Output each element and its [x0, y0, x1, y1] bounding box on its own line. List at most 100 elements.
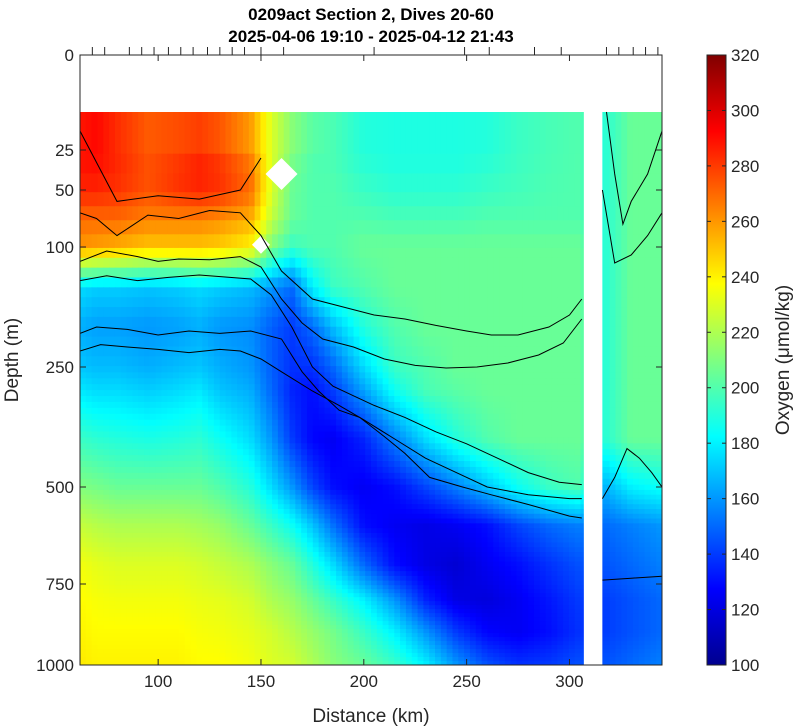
- heatmap-cell: [627, 437, 634, 444]
- heatmap-cell: [563, 518, 570, 524]
- heatmap-cell: [621, 532, 628, 539]
- heatmap-cell: [446, 513, 454, 520]
- heatmap-cell: [248, 425, 256, 433]
- heatmap-cell: [475, 455, 483, 462]
- heatmap-cell: [533, 449, 541, 456]
- heatmap-cell: [237, 437, 244, 444]
- heatmap-cell: [644, 528, 651, 534]
- heatmap-cell: [237, 206, 244, 221]
- heatmap-cell: [318, 431, 326, 439]
- heatmap-cell: [423, 407, 430, 415]
- heatmap-cell: [656, 153, 662, 174]
- heatmap-cell: [446, 267, 454, 279]
- heatmap-cell: [330, 443, 337, 450]
- heatmap-cell: [336, 407, 343, 415]
- heatmap-cell: [568, 504, 576, 510]
- heatmap-cell: [615, 407, 622, 415]
- heatmap-cell: [504, 509, 512, 515]
- heatmap-cell: [330, 316, 337, 328]
- heatmap-cell: [219, 509, 227, 515]
- heatmap-cell: [435, 390, 442, 397]
- heatmap-cell: [522, 257, 529, 269]
- heatmap-cell: [603, 407, 611, 415]
- heatmap-cell: [400, 326, 407, 338]
- heatmap-cell: [580, 220, 587, 235]
- heatmap-cell: [376, 384, 384, 391]
- heatmap-cell: [248, 466, 256, 474]
- heatmap-cell: [568, 257, 576, 269]
- heatmap-cell: [539, 528, 547, 534]
- heatmap-cell: [126, 336, 133, 348]
- heatmap-cell: [196, 494, 203, 501]
- heatmap-cell: [178, 356, 186, 367]
- heatmap-cell: [260, 257, 267, 269]
- heatmap-cell: [603, 532, 611, 539]
- heatmap-cell: [266, 437, 273, 444]
- heatmap-cell: [539, 466, 547, 474]
- heatmap-cell: [563, 396, 570, 403]
- heatmap-cell: [481, 287, 488, 298]
- heatmap-cell: [80, 267, 87, 279]
- heatmap-cell: [295, 455, 302, 462]
- heatmap-cell: [167, 472, 174, 480]
- heatmap-cell: [499, 366, 506, 373]
- heatmap-cell: [295, 234, 302, 249]
- heatmap-cell: [580, 419, 587, 427]
- heatmap-cell: [80, 384, 87, 391]
- heatmap-cell: [231, 206, 238, 221]
- heatmap-cell: [173, 437, 180, 444]
- heatmap-cell: [202, 532, 209, 539]
- heatmap-cell: [574, 234, 582, 249]
- heatmap-cell: [632, 401, 640, 409]
- heatmap-cell: [388, 413, 395, 421]
- heatmap-cell: [644, 425, 651, 433]
- heatmap-cell: [91, 366, 99, 373]
- heatmap-cell: [190, 504, 197, 510]
- heatmap-cell: [510, 532, 518, 539]
- heatmap-cell: [609, 307, 617, 318]
- heatmap-cell: [615, 326, 622, 338]
- heatmap-cell: [528, 336, 535, 348]
- heatmap-cell: [516, 316, 523, 328]
- heatmap-cell: [173, 384, 180, 391]
- heatmap-cell: [254, 528, 262, 534]
- heatmap-cell: [219, 407, 227, 415]
- heatmap-cell: [551, 112, 558, 155]
- heatmap-cell: [568, 366, 576, 373]
- heatmap-cell: [644, 499, 651, 505]
- heatmap-cell: [324, 528, 331, 534]
- heatmap-cell: [510, 206, 518, 221]
- heatmap-cell: [178, 437, 186, 444]
- heatmap-cell: [167, 297, 174, 308]
- heatmap-cell: [80, 437, 87, 444]
- heatmap-cell: [324, 384, 331, 391]
- heatmap-cell: [528, 528, 535, 534]
- heatmap-cell: [289, 532, 296, 539]
- heatmap-cell: [371, 366, 378, 373]
- heatmap-cell: [341, 528, 349, 534]
- heatmap-cell: [289, 112, 296, 155]
- heatmap-cell: [487, 346, 494, 357]
- heatmap-cell: [295, 401, 302, 409]
- heatmap-cell: [615, 316, 622, 328]
- heatmap-cell: [656, 489, 662, 496]
- heatmap-cell: [539, 267, 547, 279]
- heatmap-cell: [237, 346, 244, 357]
- heatmap-cell: [574, 378, 582, 385]
- heatmap-cell: [458, 372, 465, 379]
- heatmap-cell: [353, 206, 360, 221]
- heatmap-cell: [173, 461, 180, 468]
- heatmap-cell: [376, 431, 384, 439]
- heatmap-cell: [208, 307, 215, 318]
- heatmap-cell: [388, 523, 395, 529]
- heatmap-cell: [615, 112, 622, 155]
- heatmap-cell: [85, 307, 93, 318]
- heatmap-cell: [371, 407, 378, 415]
- heatmap-cell: [423, 478, 430, 486]
- heatmap-cell: [423, 461, 430, 468]
- heatmap-cell: [155, 206, 163, 221]
- heatmap-cell: [644, 466, 651, 474]
- heatmap-cell: [609, 346, 617, 357]
- heatmap-cell: [469, 277, 477, 288]
- heatmap-cell: [306, 277, 314, 288]
